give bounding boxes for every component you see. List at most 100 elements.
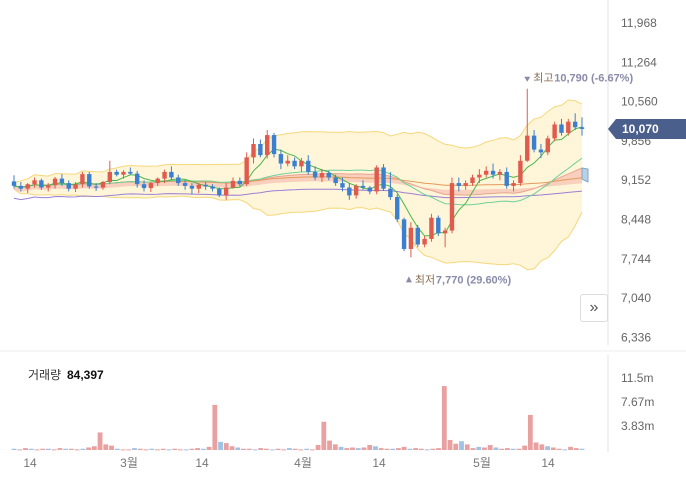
- candle: [66, 180, 71, 192]
- candle: [552, 121, 557, 142]
- volume-bar: [418, 448, 424, 450]
- expand-chart-button[interactable]: »: [580, 294, 608, 322]
- volume-bar: [384, 448, 390, 450]
- volume-bar: [396, 448, 401, 450]
- candle: [265, 130, 270, 159]
- candle-body: [46, 185, 51, 188]
- volume-bar: [23, 448, 28, 450]
- price-tick-label: 7,744: [621, 252, 651, 266]
- high-annotation-label: 최고: [533, 72, 553, 85]
- volume-bar: [212, 404, 218, 450]
- volume-bar: [97, 432, 103, 450]
- candle: [559, 118, 564, 136]
- candle-body: [237, 180, 243, 185]
- candle: [408, 222, 414, 258]
- candle: [285, 155, 290, 167]
- volume-bar: [579, 448, 585, 450]
- candle-body: [223, 187, 229, 196]
- candle: [545, 135, 550, 156]
- candle: [449, 177, 455, 234]
- candle: [456, 177, 462, 192]
- candle-body: [449, 183, 455, 231]
- volume-bar: [510, 448, 516, 450]
- candle: [258, 139, 263, 158]
- candle-body: [292, 160, 297, 167]
- volume-bar: [235, 447, 241, 450]
- candle: [367, 185, 373, 195]
- volume-bar: [252, 449, 258, 451]
- candle-body: [319, 173, 325, 178]
- candle-body: [107, 171, 113, 182]
- candle: [497, 169, 503, 181]
- volume-bar: [464, 444, 470, 450]
- volume-bar: [407, 448, 413, 450]
- volume-bar: [430, 448, 436, 450]
- volume-bar: [40, 448, 46, 450]
- volume-bar: [361, 447, 367, 450]
- candles: [11, 88, 585, 258]
- volume-bar: [229, 446, 235, 450]
- candle-body: [306, 160, 311, 172]
- volume-bar: [441, 386, 447, 450]
- candle-body: [531, 135, 537, 150]
- candle: [59, 174, 65, 186]
- candle: [401, 217, 407, 252]
- candle: [25, 183, 30, 194]
- volume-bar: [132, 448, 137, 450]
- candle: [176, 174, 181, 186]
- volume-bar: [258, 448, 264, 450]
- candle: [237, 177, 243, 187]
- candle-body: [134, 173, 140, 185]
- candle: [11, 175, 17, 189]
- volume-bar: [344, 448, 350, 450]
- candle-body: [141, 184, 147, 189]
- volume-bar: [17, 449, 23, 451]
- price-axis: 11,96811,26410,5609,8569,1528,4487,7447,…: [621, 16, 658, 344]
- volume-bar: [527, 414, 533, 450]
- volume-label: 거래량: [28, 368, 61, 382]
- volume-bar: [522, 445, 528, 450]
- volume-bar: [499, 448, 505, 450]
- candle-body: [518, 160, 523, 184]
- time-tick-label: 3월: [120, 456, 138, 470]
- candle: [39, 178, 44, 190]
- candle: [203, 181, 208, 190]
- volume-bar: [505, 448, 510, 450]
- volume-bar: [545, 446, 550, 450]
- volume-bar: [57, 448, 63, 450]
- candle: [52, 176, 58, 189]
- volume-bar: [34, 449, 40, 451]
- volume-bar: [378, 448, 384, 450]
- candle-body: [538, 149, 544, 153]
- candle-body: [559, 124, 564, 133]
- volume-tick-label: 11.5m: [621, 371, 653, 385]
- candle: [353, 184, 359, 199]
- candle-body: [244, 157, 249, 185]
- candle-body: [32, 180, 37, 185]
- volume-chart: 거래량 84,397 11.5m 7.67m 3.83m: [11, 368, 654, 451]
- candle-body: [388, 188, 393, 198]
- candle-body: [169, 171, 174, 178]
- candle-body: [395, 197, 400, 220]
- volume-bar: [177, 449, 183, 451]
- candle-body: [52, 178, 58, 186]
- candle: [169, 166, 174, 181]
- candle: [141, 180, 147, 192]
- volume-bar: [114, 448, 120, 450]
- candle-body: [490, 170, 496, 175]
- volume-bar: [11, 448, 17, 450]
- candle: [319, 169, 325, 182]
- candle: [210, 184, 215, 192]
- volume-bar: [149, 448, 155, 450]
- candle: [490, 163, 496, 179]
- time-tick-label: 4월: [294, 456, 312, 470]
- volume-bar: [200, 448, 206, 450]
- volume-bar: [206, 446, 212, 450]
- candle: [73, 181, 78, 193]
- volume-bar: [155, 449, 160, 451]
- price-tick-label: 11,968: [621, 16, 657, 30]
- time-tick-label: 14: [372, 456, 386, 470]
- double-chevron-right-icon: »: [589, 299, 599, 316]
- volume-bar: [424, 449, 430, 451]
